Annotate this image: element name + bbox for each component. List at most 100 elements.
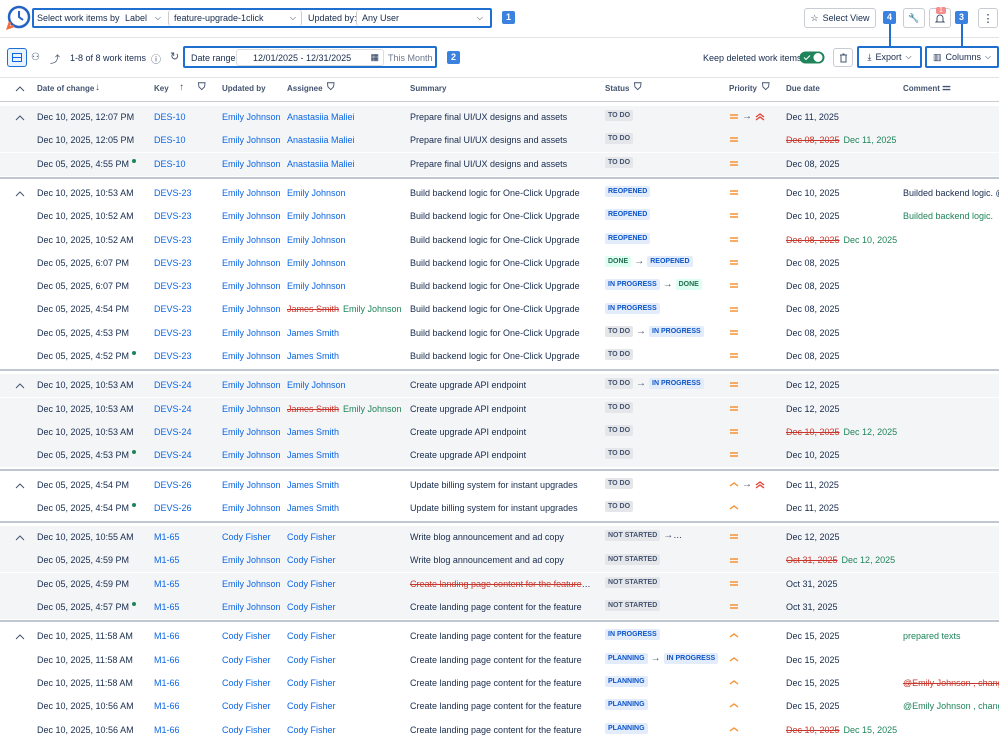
key[interactable]: DEVS-24 [154,427,218,437]
updated-by[interactable]: Emily Johnson [222,135,284,145]
assignee[interactable]: Emily Johnson [287,188,346,198]
assignee[interactable]: Cody Fisher [287,678,336,688]
column-header[interactable]: Date of change [37,84,94,93]
table-row[interactable]: Dec 05, 2025, 6:07 PMDEVS-23Emily Johnso… [0,275,999,298]
assignee[interactable]: Emily Johnson [287,235,346,245]
collapse-group[interactable] [15,633,25,641]
delete-button[interactable] [833,48,853,67]
settings-icon[interactable]: ⚌ [942,82,951,93]
key[interactable]: M1-65 [154,602,218,612]
key[interactable]: DEVS-23 [154,281,218,291]
updated-by[interactable]: Cody Fisher [222,725,284,735]
assignee[interactable]: Emily Johnson [287,281,346,291]
assignee[interactable]: Cody Fisher [287,655,336,665]
assignee[interactable]: Anastasiia Maliei [287,159,355,169]
label-dropdown[interactable]: feature-upgrade-1click⌵ [168,10,302,26]
table-row[interactable]: Dec 10, 2025, 12:05 PMDES-10Emily Johnso… [0,129,999,152]
table-row[interactable]: Dec 05, 2025, 4:59 PMM1-65Emily JohnsonC… [0,549,999,572]
assignee[interactable]: Cody Fisher [287,532,336,542]
table-row[interactable]: Dec 10, 2025, 10:53 AMDEVS-24Emily Johns… [0,421,999,444]
updated-by[interactable]: Emily Johnson [222,188,284,198]
updated-by[interactable]: Emily Johnson [222,258,284,268]
table-row[interactable]: Dec 10, 2025, 10:52 AMDEVS-23Emily Johns… [0,205,999,228]
key[interactable]: M1-66 [154,701,218,711]
column-header[interactable]: Assignee [287,84,323,93]
table-view-button[interactable] [7,48,27,67]
select-dropdown[interactable]: Label⌵ [120,10,166,26]
updated-by[interactable]: Emily Johnson [222,450,284,460]
assignee[interactable]: Cody Fisher [287,602,336,612]
collapse-group[interactable] [15,114,25,122]
assignee[interactable]: James Smith [287,480,339,490]
assignee[interactable]: James Smith [287,427,339,437]
chart-view[interactable]: ⤴ [50,51,60,66]
table-row[interactable]: Dec 10, 2025, 11:58 AMM1-66Cody FisherCo… [0,649,999,672]
updated-by[interactable]: Cody Fisher [222,701,284,711]
info-icon[interactable]: ⓘ [151,51,161,66]
assignee[interactable]: Cody Fisher [287,725,336,735]
date-range-input[interactable]: 12/01/2025 - 12/31/2025▦ [236,49,384,66]
filter-icon[interactable]: ⛉ [634,82,642,93]
export-button[interactable]: ⤓Export⌵ [860,49,919,65]
collapse-group[interactable] [15,382,25,390]
updated-by[interactable]: Emily Johnson [222,211,284,221]
key[interactable]: DEVS-23 [154,211,218,221]
table-row[interactable]: Dec 05, 2025, 4:52 PMDEVS-23Emily Johnso… [0,345,999,368]
key[interactable]: M1-65 [154,579,218,589]
table-row[interactable]: Dec 05, 2025, 4:53 PMDEVS-24Emily Johnso… [0,444,999,467]
this-month[interactable]: This Month [388,53,433,63]
updated-by[interactable]: Emily Johnson [222,351,284,361]
table-row[interactable]: Dec 10, 2025, 12:07 PMDES-10Emily Johnso… [0,106,999,129]
updated-by[interactable]: Emily Johnson [222,380,284,390]
column-header[interactable]: Updated by [222,84,266,93]
table-row[interactable]: Dec 05, 2025, 4:55 PMDES-10Emily Johnson… [0,153,999,176]
column-header[interactable]: Status [605,84,629,93]
toggle[interactable] [799,51,825,64]
key[interactable]: DEVS-24 [154,450,218,460]
updated-by[interactable]: Emily Johnson [222,427,284,437]
key[interactable]: DEVS-23 [154,351,218,361]
table-row[interactable]: Dec 10, 2025, 10:56 AMM1-66Cody FisherCo… [0,719,999,739]
assignee[interactable]: Cody Fisher [287,579,336,589]
column-header[interactable]: Comment [903,84,940,93]
updated-by[interactable]: Emily Johnson [222,555,284,565]
updated-by[interactable]: Emily Johnson [222,304,284,314]
key[interactable]: DEVS-24 [154,404,218,414]
updated-by[interactable]: Emily Johnson [222,404,284,414]
updated-by[interactable]: Emily Johnson [222,480,284,490]
key[interactable]: DEVS-23 [154,304,218,314]
updated-by[interactable]: Emily Johnson [222,112,284,122]
table-row[interactable]: Dec 10, 2025, 10:52 AMDEVS-23Emily Johns… [0,229,999,252]
assignee[interactable]: Anastasiia Maliei [287,135,355,145]
updated-by[interactable]: Emily Johnson [222,235,284,245]
table-row[interactable]: Dec 05, 2025, 4:59 PMM1-65Emily JohnsonC… [0,573,999,596]
key[interactable]: DEVS-26 [154,480,218,490]
key[interactable]: M1-65 [154,532,218,542]
assignee[interactable]: James Smith [287,328,339,338]
key[interactable]: M1-66 [154,725,218,735]
columns-button[interactable]: ▥Columns⌵ [928,49,996,65]
table-row[interactable]: Dec 05, 2025, 4:54 PMDEVS-26Emily Johnso… [0,474,999,497]
updated-by[interactable]: Emily Johnson [222,328,284,338]
key[interactable]: DES-10 [154,112,218,122]
key[interactable]: DEVS-23 [154,258,218,268]
settings-button[interactable]: 🔧 [903,8,925,28]
filter-icon[interactable]: ⛉ [327,82,335,93]
updated-by[interactable]: Emily Johnson [222,503,284,513]
table-row[interactable]: Dec 05, 2025, 4:53 PMDEVS-23Emily Johnso… [0,322,999,345]
column-header[interactable]: Key [154,84,169,93]
key[interactable]: DES-10 [154,159,218,169]
collapse-group[interactable] [15,190,25,198]
assignee[interactable]: Emily Johnson [287,211,346,221]
updated-by[interactable]: Cody Fisher [222,631,284,641]
table-row[interactable]: Dec 10, 2025, 11:58 AMM1-66Cody FisherCo… [0,625,999,648]
assignee[interactable]: Cody Fisher [287,555,336,565]
key[interactable]: M1-66 [154,655,218,665]
key[interactable]: DEVS-23 [154,235,218,245]
assignee[interactable]: Emily Johnson [287,380,346,390]
updated-by[interactable]: Emily Johnson [222,281,284,291]
assignee[interactable]: James Smith [287,351,339,361]
user-dropdown[interactable]: Any User⌵ [356,10,488,26]
table-row[interactable]: Dec 10, 2025, 10:55 AMM1-65Cody FisherCo… [0,526,999,549]
assignee[interactable]: James Smith [287,503,339,513]
